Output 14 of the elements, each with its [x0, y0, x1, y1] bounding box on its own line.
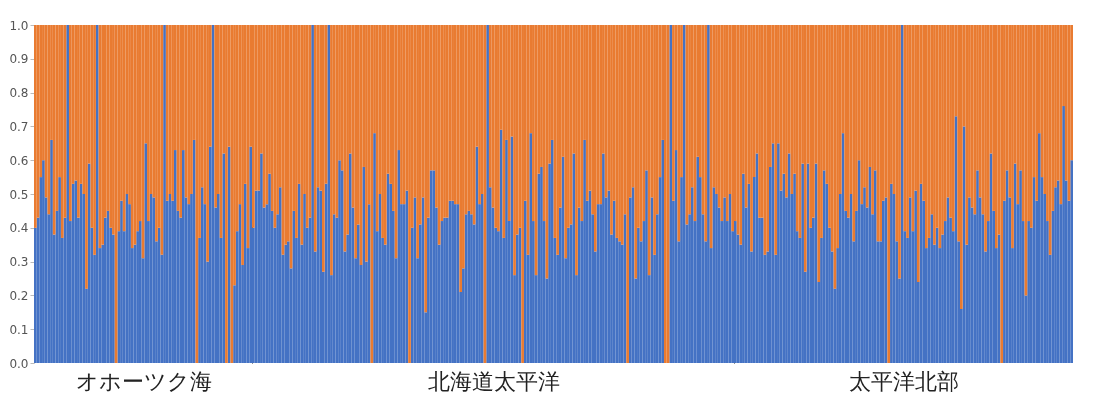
- y-tick-label: 0.3: [9, 255, 29, 270]
- x-axis-title: 北海道太平洋: [427, 368, 560, 394]
- y-tick-label: 0.6: [9, 153, 29, 168]
- y-tick-label: 0.8: [9, 86, 29, 101]
- y-tick-label: 0.1: [9, 322, 29, 337]
- y-tick-label: 0.0: [9, 356, 29, 371]
- x-axis-title: オホーツク海: [75, 368, 212, 394]
- y-tick-label: 0.5: [9, 187, 29, 202]
- y-tick-label: 0.2: [9, 288, 29, 303]
- y-tick-label: 0.9: [9, 52, 29, 67]
- y-tick-label: 0.7: [9, 119, 29, 134]
- y-tick-label: 1.0: [9, 18, 29, 33]
- y-tick-label: 0.4: [9, 221, 29, 236]
- x-axis-title: 太平洋北部: [849, 368, 959, 394]
